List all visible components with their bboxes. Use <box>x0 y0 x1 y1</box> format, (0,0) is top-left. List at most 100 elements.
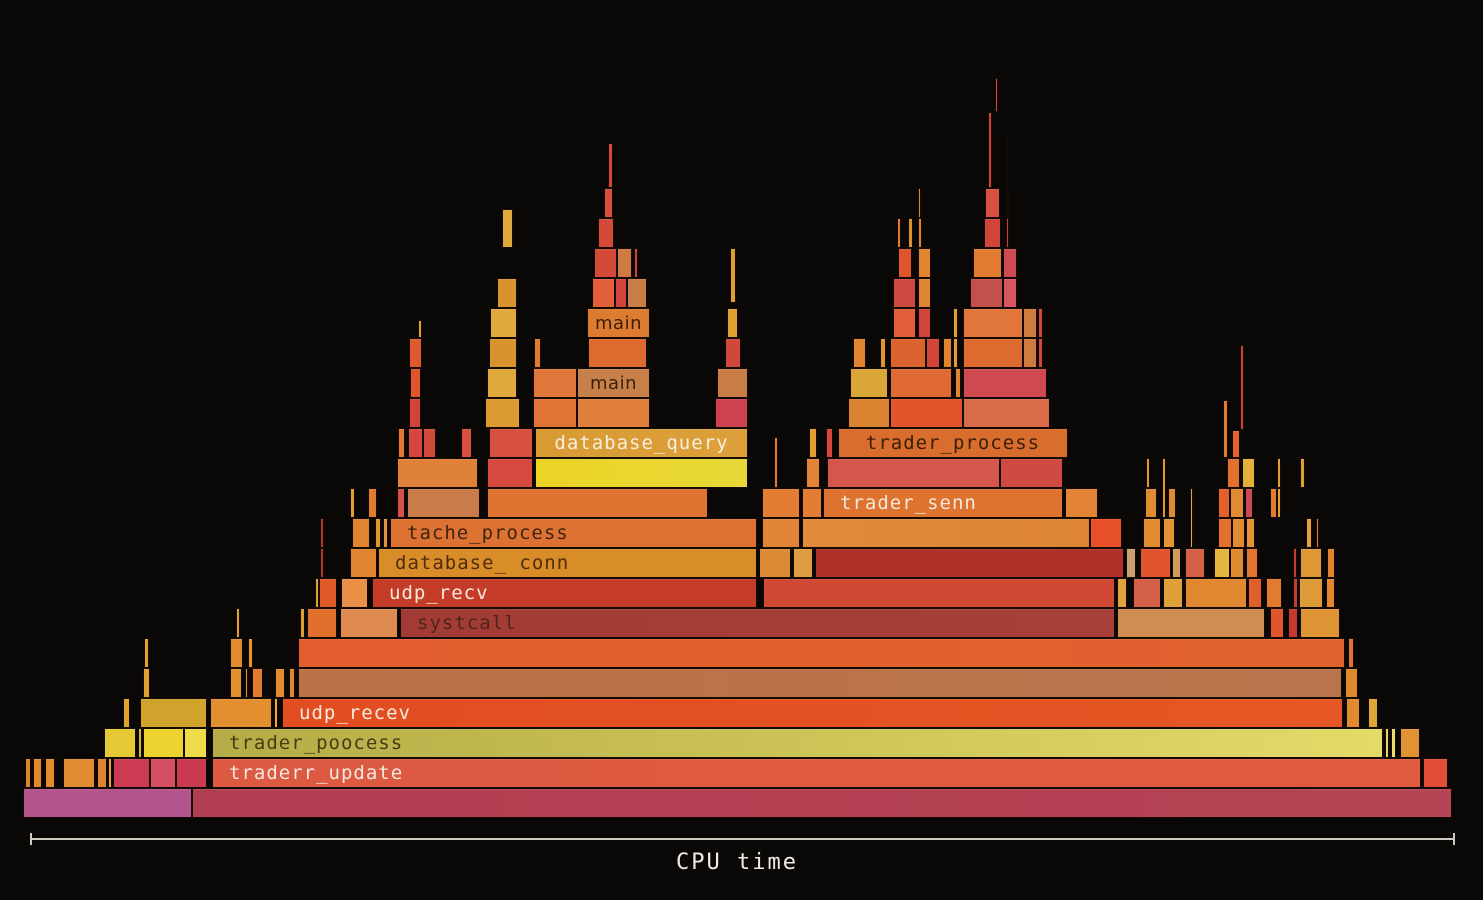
flame-frame[interactable] <box>1185 548 1205 578</box>
flame-frame[interactable] <box>289 668 295 698</box>
flame-frame[interactable] <box>1385 728 1389 758</box>
flame-frame[interactable] <box>1232 518 1245 548</box>
flame-frame[interactable] <box>898 248 912 278</box>
flame-frame[interactable] <box>634 248 638 278</box>
flame-frame[interactable] <box>1168 488 1176 518</box>
flame-frame[interactable] <box>1246 518 1255 548</box>
flame-frame[interactable] <box>588 338 647 368</box>
flame-frame[interactable] <box>210 698 272 728</box>
flame-frame[interactable] <box>1300 458 1305 488</box>
flame-frame[interactable] <box>763 578 1115 608</box>
flame-frame[interactable] <box>23 788 192 818</box>
flame-frame[interactable] <box>1316 518 1319 548</box>
flame-frame[interactable] <box>853 338 866 368</box>
flame-frame[interactable] <box>144 638 149 668</box>
flame-frame[interactable] <box>1133 578 1161 608</box>
flame-frame[interactable] <box>1163 578 1183 608</box>
flame-frame[interactable] <box>1277 458 1281 488</box>
flame-frame[interactable] <box>918 278 931 308</box>
flame-frame[interactable] <box>1345 668 1358 698</box>
flame-frame[interactable] <box>397 488 405 518</box>
flame-frame[interactable] <box>1230 548 1244 578</box>
flame-frame[interactable] <box>1000 458 1063 488</box>
flame-frame[interactable] <box>815 548 1124 578</box>
flame-frame[interactable] <box>1038 338 1043 368</box>
flame-frame[interactable] <box>1300 608 1340 638</box>
flame-frame[interactable] <box>1090 518 1122 548</box>
flame-frame[interactable] <box>1277 488 1281 518</box>
flame-frame[interactable] <box>985 188 1000 218</box>
flame-frame[interactable] <box>762 518 800 548</box>
flame-frame[interactable] <box>409 398 421 428</box>
flame-frame[interactable] <box>1143 518 1161 548</box>
flame-frame[interactable] <box>627 278 647 308</box>
frame-trader_senn[interactable]: trader_senn <box>823 488 1063 518</box>
flame-frame[interactable] <box>45 758 55 788</box>
flame-frame[interactable] <box>1218 518 1232 548</box>
flame-frame[interactable] <box>350 488 355 518</box>
flame-frame[interactable] <box>1190 488 1193 548</box>
flame-frame[interactable] <box>350 548 377 578</box>
flame-frame[interactable] <box>806 458 820 488</box>
flame-frame[interactable] <box>320 548 324 578</box>
frame-database_conn[interactable]: database_ conn <box>378 548 757 578</box>
flame-frame[interactable] <box>918 218 922 248</box>
flame-frame[interactable] <box>397 458 478 488</box>
flame-frame[interactable] <box>140 698 207 728</box>
flame-frame[interactable] <box>963 398 1050 428</box>
flame-frame[interactable] <box>890 368 952 398</box>
flame-frame[interactable] <box>1240 345 1244 430</box>
flame-frame[interactable] <box>485 398 520 428</box>
flame-frame[interactable] <box>320 518 324 548</box>
flame-frame[interactable] <box>1346 698 1360 728</box>
flame-frame[interactable] <box>248 638 253 668</box>
flame-frame[interactable] <box>298 638 1345 668</box>
frame-trader_process[interactable]: trader_process <box>838 428 1068 458</box>
flame-frame[interactable] <box>715 398 748 428</box>
flame-frame[interactable] <box>826 428 833 458</box>
flame-frame[interactable] <box>113 758 150 788</box>
flame-frame[interactable] <box>1245 488 1253 518</box>
flame-frame[interactable] <box>1266 578 1282 608</box>
flame-frame[interactable] <box>953 338 958 368</box>
flame-frame[interactable] <box>315 578 319 608</box>
flame-frame[interactable] <box>1007 188 1009 218</box>
flame-frame[interactable] <box>955 368 961 398</box>
flame-frame[interactable] <box>1293 548 1297 578</box>
flame-frame[interactable] <box>827 458 1000 488</box>
frame-trader_poocess[interactable]: trader_poocess <box>212 728 1383 758</box>
flame-frame[interactable] <box>25 758 31 788</box>
flame-frame[interactable] <box>1214 548 1230 578</box>
flame-frame[interactable] <box>300 608 305 638</box>
flame-frame[interactable] <box>274 698 278 728</box>
flame-frame[interactable] <box>418 320 422 338</box>
flame-frame[interactable] <box>489 428 533 458</box>
flame-frame[interactable] <box>953 308 958 338</box>
flame-frame[interactable] <box>1162 458 1166 518</box>
flame-frame[interactable] <box>1227 458 1240 488</box>
flame-frame[interactable] <box>1126 548 1136 578</box>
frame-database_query[interactable]: database_query <box>535 428 748 458</box>
flame-frame[interactable] <box>230 668 242 698</box>
flame-frame[interactable] <box>368 488 377 518</box>
flame-frame[interactable] <box>577 398 650 428</box>
flame-frame[interactable] <box>970 278 1003 308</box>
flame-frame[interactable] <box>1140 548 1171 578</box>
flame-frame[interactable] <box>890 398 963 428</box>
flame-frame[interactable] <box>1146 458 1150 488</box>
flame-frame[interactable] <box>1348 638 1354 668</box>
flame-frame[interactable] <box>143 668 150 698</box>
flame-frame[interactable] <box>490 308 517 338</box>
flame-frame[interactable] <box>1293 578 1298 608</box>
flame-frame[interactable] <box>608 143 613 188</box>
flame-frame[interactable] <box>963 368 1047 398</box>
flame-frame[interactable] <box>1023 308 1037 338</box>
flame-frame[interactable] <box>33 758 42 788</box>
flame-frame[interactable] <box>533 368 577 398</box>
flame-frame[interactable] <box>398 428 405 458</box>
frame-main[interactable]: main <box>587 308 650 338</box>
flame-frame[interactable] <box>774 437 778 488</box>
flame-frame[interactable] <box>497 278 517 308</box>
flame-frame[interactable] <box>1230 488 1244 518</box>
flame-frame[interactable] <box>407 488 480 518</box>
